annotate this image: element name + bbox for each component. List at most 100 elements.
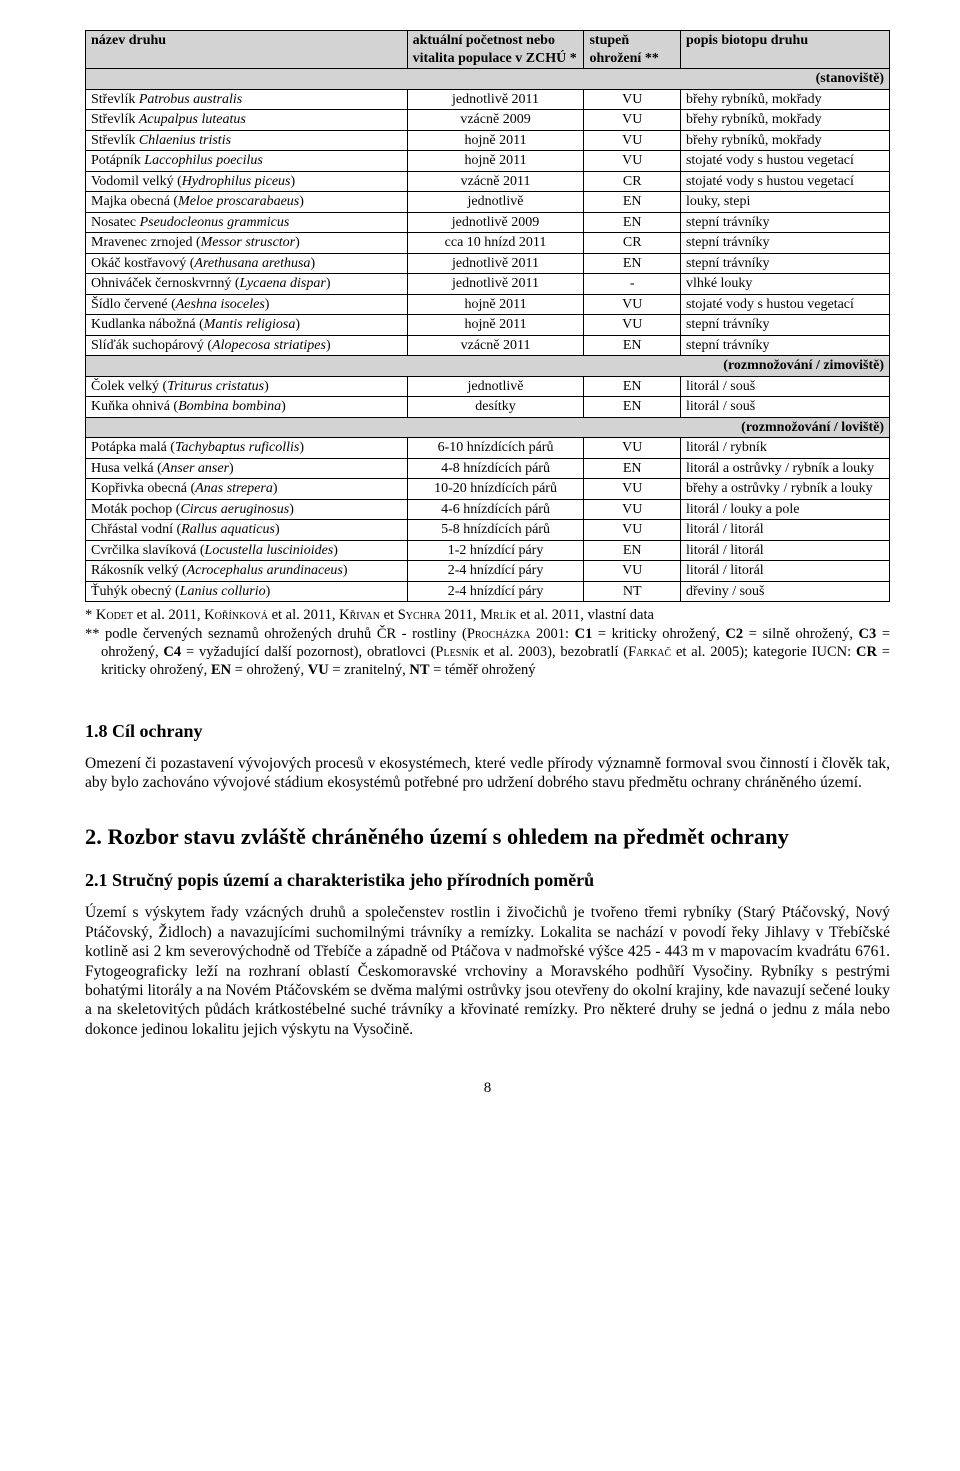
table-cell: EN bbox=[584, 540, 680, 561]
table-row: Cvrčilka slavíková (Locustella luscinioi… bbox=[86, 540, 890, 561]
table-row: Majka obecná (Meloe proscarabaeus)jednot… bbox=[86, 192, 890, 213]
table-cell: 1-2 hnízdící páry bbox=[407, 540, 584, 561]
table-cell: 4-8 hnízdících párů bbox=[407, 458, 584, 479]
table-cell: Majka obecná (Meloe proscarabaeus) bbox=[86, 192, 408, 213]
table-row: Nosatec Pseudocleonus grammicusjednotliv… bbox=[86, 212, 890, 233]
table-cell: Kuňka ohnivá (Bombina bombina) bbox=[86, 397, 408, 418]
table-cell: jednotlivě bbox=[407, 192, 584, 213]
section-header: (rozmnožování / loviště) bbox=[86, 417, 890, 438]
table-cell: litorál / souš bbox=[680, 397, 889, 418]
table-row: Střevlík Chlaenius tristishojně 2011VUbř… bbox=[86, 130, 890, 151]
table-cell: stepní trávníky bbox=[680, 335, 889, 356]
table-cell: EN bbox=[584, 397, 680, 418]
table-row: Kopřivka obecná (Anas strepera)10-20 hní… bbox=[86, 479, 890, 500]
table-cell: Chřástal vodní (Rallus aquaticus) bbox=[86, 520, 408, 541]
table-cell: břehy rybníků, mokřady bbox=[680, 130, 889, 151]
table-row: Ohniváček černoskvrnný (Lycaena dispar)j… bbox=[86, 274, 890, 295]
table-cell: 5-8 hnízdících párů bbox=[407, 520, 584, 541]
table-row: Ťuhýk obecný (Lanius collurio)2-4 hnízdí… bbox=[86, 581, 890, 602]
th-count: aktuální početnost nebo vitalita populac… bbox=[407, 31, 584, 69]
table-cell: Kopřivka obecná (Anas strepera) bbox=[86, 479, 408, 500]
table-cell: VU bbox=[584, 294, 680, 315]
table-cell: CR bbox=[584, 233, 680, 254]
table-row: Kuňka ohnivá (Bombina bombina)desítkyENl… bbox=[86, 397, 890, 418]
page-number: 8 bbox=[85, 1079, 890, 1098]
section-header: (rozmnožování / zimoviště) bbox=[86, 356, 890, 377]
table-cell: břehy a ostrůvky / rybník a louky bbox=[680, 479, 889, 500]
table-footnotes: * Kodet et al. 2011, Kořínková et al. 20… bbox=[85, 606, 890, 680]
table-cell: Husa velká (Anser anser) bbox=[86, 458, 408, 479]
table-cell: EN bbox=[584, 212, 680, 233]
section-header: (stanoviště) bbox=[86, 69, 890, 90]
table-cell: CR bbox=[584, 171, 680, 192]
table-cell: Okáč kostřavový (Arethusana arethusa) bbox=[86, 253, 408, 274]
para-1-8: Omezení či pozastavení vývojových proces… bbox=[85, 754, 890, 793]
table-row: Čolek velký (Triturus cristatus)jednotli… bbox=[86, 376, 890, 397]
table-cell: Střevlík Chlaenius tristis bbox=[86, 130, 408, 151]
table-cell: hojně 2011 bbox=[407, 130, 584, 151]
table-cell: hojně 2011 bbox=[407, 151, 584, 172]
table-cell: louky, stepi bbox=[680, 192, 889, 213]
table-cell: vzácně 2011 bbox=[407, 335, 584, 356]
table-cell: litorál / litorál bbox=[680, 540, 889, 561]
table-cell: Nosatec Pseudocleonus grammicus bbox=[86, 212, 408, 233]
table-cell: stepní trávníky bbox=[680, 315, 889, 336]
table-cell: litorál / louky a pole bbox=[680, 499, 889, 520]
table-cell: Rákosník velký (Acrocephalus arundinaceu… bbox=[86, 561, 408, 582]
table-cell: EN bbox=[584, 253, 680, 274]
table-cell: jednotlivě 2009 bbox=[407, 212, 584, 233]
table-cell: stepní trávníky bbox=[680, 253, 889, 274]
table-cell: Střevlík Patrobus australis bbox=[86, 89, 408, 110]
table-cell: stepní trávníky bbox=[680, 233, 889, 254]
table-cell: jednotlivě 2011 bbox=[407, 274, 584, 295]
table-cell: stojaté vody s hustou vegetací bbox=[680, 171, 889, 192]
table-cell: hojně 2011 bbox=[407, 294, 584, 315]
table-cell: EN bbox=[584, 335, 680, 356]
table-row: Kudlanka nábožná (Mantis religiosa)hojně… bbox=[86, 315, 890, 336]
table-cell: Ohniváček černoskvrnný (Lycaena dispar) bbox=[86, 274, 408, 295]
table-cell: EN bbox=[584, 458, 680, 479]
table-cell: VU bbox=[584, 110, 680, 131]
table-cell: Vodomil velký (Hydrophilus piceus) bbox=[86, 171, 408, 192]
table-cell: cca 10 hnízd 2011 bbox=[407, 233, 584, 254]
table-cell: hojně 2011 bbox=[407, 315, 584, 336]
table-cell: jednotlivě bbox=[407, 376, 584, 397]
table-cell: jednotlivě 2011 bbox=[407, 89, 584, 110]
table-cell: vzácně 2011 bbox=[407, 171, 584, 192]
table-row: Husa velká (Anser anser)4-8 hnízdících p… bbox=[86, 458, 890, 479]
table-row: Šídlo červené (Aeshna isoceles)hojně 201… bbox=[86, 294, 890, 315]
table-cell: vzácně 2009 bbox=[407, 110, 584, 131]
table-cell: EN bbox=[584, 376, 680, 397]
table-cell: litorál / litorál bbox=[680, 520, 889, 541]
table-cell: 2-4 hnízdící páry bbox=[407, 561, 584, 582]
table-cell: stojaté vody s hustou vegetací bbox=[680, 151, 889, 172]
th-biotope: popis biotopu druhu bbox=[680, 31, 889, 69]
table-cell: břehy rybníků, mokřady bbox=[680, 110, 889, 131]
table-cell: dřeviny / souš bbox=[680, 581, 889, 602]
table-cell: Potápník Laccophilus poecilus bbox=[86, 151, 408, 172]
table-cell: EN bbox=[584, 192, 680, 213]
table-cell: litorál a ostrůvky / rybník a louky bbox=[680, 458, 889, 479]
table-cell: VU bbox=[584, 499, 680, 520]
table-row: Potápka malá (Tachybaptus ruficollis)6-1… bbox=[86, 438, 890, 459]
table-cell: Mravenec zrnojed (Messor strusctor) bbox=[86, 233, 408, 254]
th-name: název druhu bbox=[86, 31, 408, 69]
heading-1-8: 1.8 Cíl ochrany bbox=[85, 720, 890, 743]
table-cell: 4-6 hnízdících párů bbox=[407, 499, 584, 520]
table-cell: VU bbox=[584, 315, 680, 336]
heading-2-1: 2.1 Stručný popis území a charakteristik… bbox=[85, 869, 890, 892]
table-row: Rákosník velký (Acrocephalus arundinaceu… bbox=[86, 561, 890, 582]
table-cell: Cvrčilka slavíková (Locustella luscinioi… bbox=[86, 540, 408, 561]
table-cell: - bbox=[584, 274, 680, 295]
table-cell: Šídlo červené (Aeshna isoceles) bbox=[86, 294, 408, 315]
table-cell: vlhké louky bbox=[680, 274, 889, 295]
table-row: Vodomil velký (Hydrophilus piceus)vzácně… bbox=[86, 171, 890, 192]
table-row: Střevlík Patrobus australisjednotlivě 20… bbox=[86, 89, 890, 110]
table-cell: břehy rybníků, mokřady bbox=[680, 89, 889, 110]
table-row: Moták pochop (Circus aeruginosus)4-6 hní… bbox=[86, 499, 890, 520]
table-cell: Střevlík Acupalpus luteatus bbox=[86, 110, 408, 131]
table-cell: Kudlanka nábožná (Mantis religiosa) bbox=[86, 315, 408, 336]
table-cell: litorál / litorál bbox=[680, 561, 889, 582]
table-row: Střevlík Acupalpus luteatusvzácně 2009VU… bbox=[86, 110, 890, 131]
table-cell: 10-20 hnízdících párů bbox=[407, 479, 584, 500]
